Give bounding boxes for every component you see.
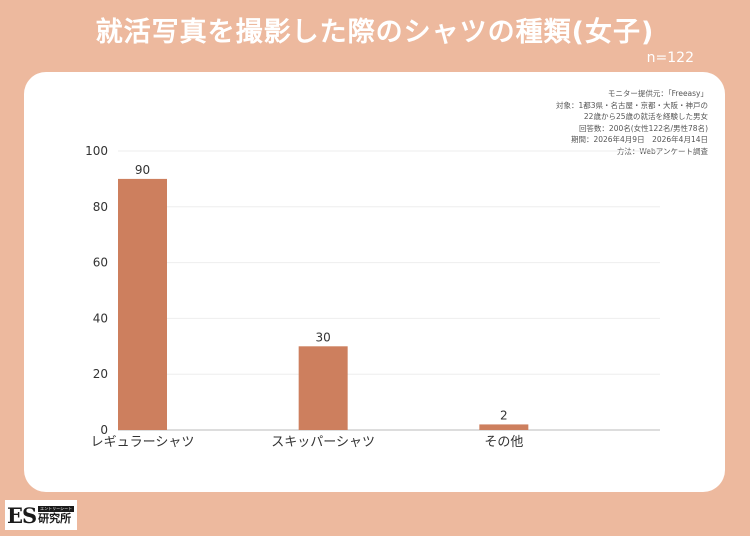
logo-mark: ES: [7, 502, 37, 528]
survey-info: モニター提供元：「Freeasy」 対象：1都3県・名古屋・京都・大阪・神戸の …: [24, 88, 708, 157]
y-tick-label: 0: [100, 423, 108, 437]
x-tick-label: レギュラーシャツ: [91, 435, 195, 450]
survey-line: 方法：Webアンケート調査: [616, 146, 708, 156]
survey-line: 回答数：200名(女性122名/男性78名): [578, 123, 708, 133]
survey-line: 対象：1都3県・名古屋・京都・大阪・神戸の: [555, 100, 708, 110]
y-tick-label: 60: [93, 256, 108, 270]
data-label: 90: [135, 163, 150, 177]
logo-name: 研究所: [38, 511, 72, 525]
chart-title: 就活写真を撮影した際のシャツの種類(女子): [95, 17, 655, 48]
sample-size: n=122: [646, 50, 694, 66]
logo-subtitle: エントリーシート: [38, 505, 75, 512]
es-logo: ES エントリーシート 研究所: [5, 500, 77, 530]
bar: [118, 178, 167, 430]
x-tick-label: スキッパーシャツ: [271, 435, 375, 450]
chart-panel: モニター提供元：「Freeasy」 対象：1都3県・名古屋・京都・大阪・神戸の …: [24, 72, 725, 492]
x-tick-label: その他: [484, 435, 523, 450]
bar: [298, 346, 348, 430]
bar-chart: 0 20 40 60 80 100 90 レギュラーシャツ 30 スキッパーシャツ 2 その他: [85, 144, 660, 450]
y-tick-label: 80: [93, 200, 108, 214]
bar: [479, 424, 529, 430]
survey-line: モニター提供元：「Freeasy」: [607, 89, 708, 98]
data-label: 30: [316, 330, 331, 344]
data-label: 2: [500, 408, 508, 422]
survey-line: 期間：2026年4月9日 2026年4月14日: [570, 135, 708, 144]
y-tick-label: 20: [93, 367, 108, 381]
y-tick-label: 40: [93, 311, 108, 325]
y-tick-label: 100: [85, 144, 108, 158]
survey-line: 22歳から25歳の就活を経験した男女: [583, 112, 708, 121]
